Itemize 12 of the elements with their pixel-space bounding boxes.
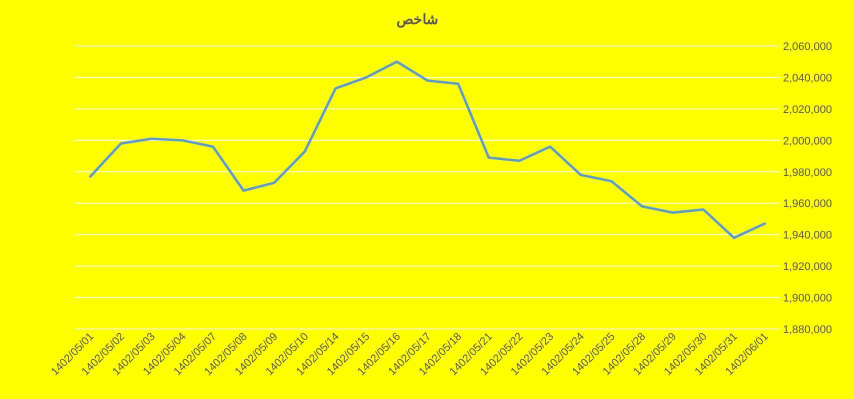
y-tick-label: 1,900,000 xyxy=(783,292,832,305)
y-tick-label: 1,960,000 xyxy=(783,198,832,210)
y-tick-label: 1,980,000 xyxy=(783,166,832,179)
y-tick-label: 1,940,000 xyxy=(783,230,832,242)
y-tick-label: 2,060,000 xyxy=(783,41,832,53)
y-tick-label: 1,920,000 xyxy=(783,261,832,274)
y-tick-label: 2,040,000 xyxy=(783,72,832,84)
y-tick-label: 1,880,000 xyxy=(783,324,832,336)
chart-title: شاخص xyxy=(396,11,438,28)
y-tick-label: 2,000,000 xyxy=(783,135,832,148)
line-series xyxy=(89,60,766,240)
y-tick-label: 2,020,000 xyxy=(783,104,832,116)
